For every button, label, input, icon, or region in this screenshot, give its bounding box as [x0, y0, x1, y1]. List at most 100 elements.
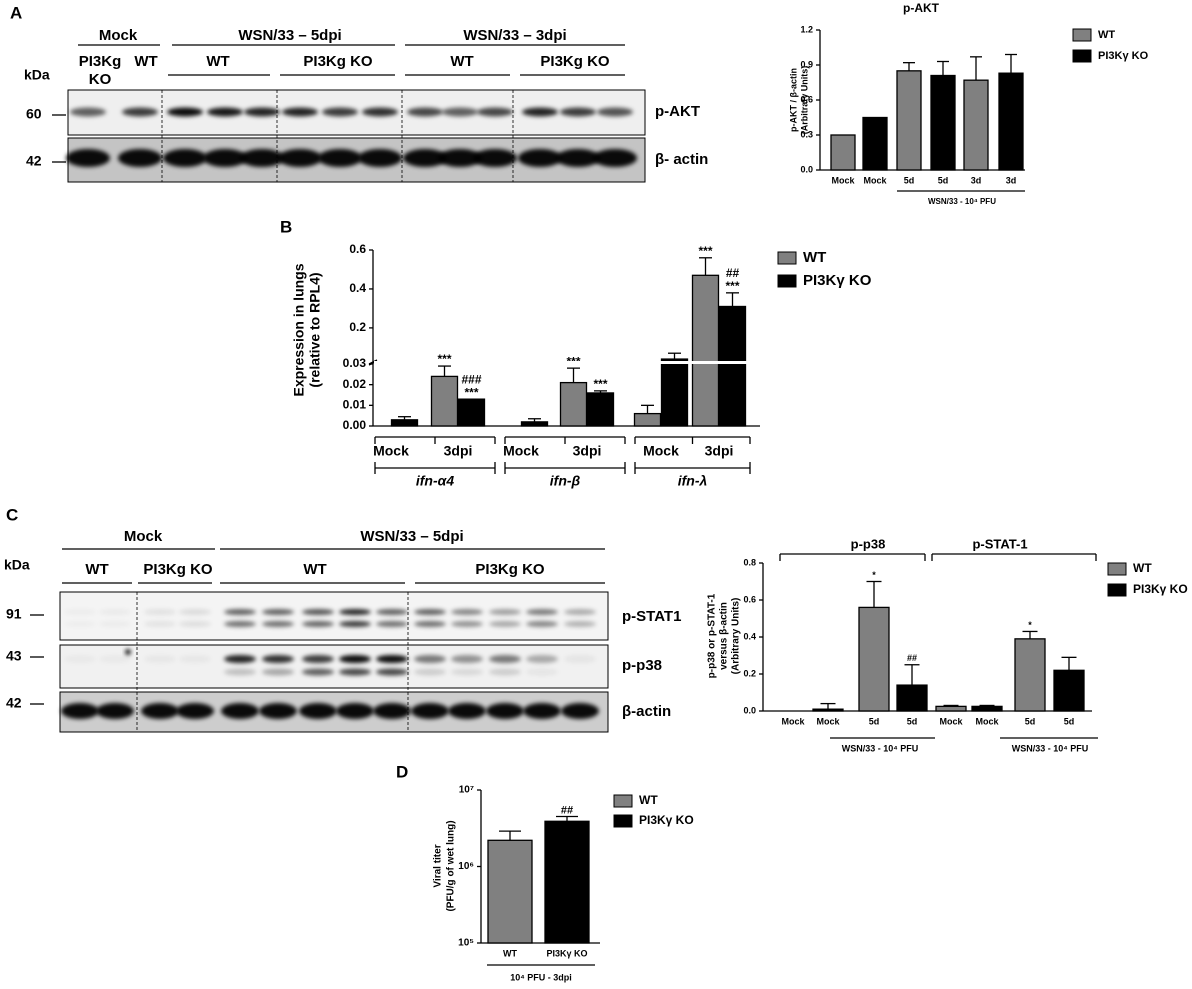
membrane — [59, 591, 609, 641]
band — [224, 609, 256, 615]
x-tick-label: Mock — [831, 175, 855, 185]
lane-header: PI3Kg KO — [303, 53, 373, 70]
bar — [1053, 669, 1085, 712]
bar — [971, 705, 1003, 712]
band — [489, 655, 521, 663]
band — [167, 107, 203, 117]
band — [451, 621, 483, 627]
band — [302, 609, 334, 615]
band — [61, 703, 99, 719]
x-tick-label: Mock — [781, 716, 805, 726]
bar — [390, 419, 419, 427]
legend-swatch — [777, 251, 797, 265]
band — [244, 107, 280, 117]
y-tick-label: 0.0 — [800, 164, 813, 174]
legend-label: PI3Kγ KO — [1133, 582, 1188, 596]
sub-label: WSN/33 - 10⁴ PFU — [1012, 743, 1088, 753]
bar — [718, 305, 747, 427]
band — [122, 107, 158, 117]
band — [522, 107, 558, 117]
band — [240, 149, 284, 167]
sub-label: 10⁴ PFU - 3dpi — [510, 972, 571, 982]
band — [278, 149, 322, 167]
legend-label: PI3Kγ KO — [803, 272, 872, 289]
y-tick-label: 0.6 — [349, 242, 366, 256]
band — [451, 609, 483, 615]
band — [282, 107, 318, 117]
lane-header: WT — [450, 53, 473, 70]
marker-unit: kDa — [24, 67, 50, 83]
y-tick-label: 0.6 — [800, 94, 813, 104]
bar — [633, 412, 662, 427]
band — [560, 107, 596, 117]
band — [373, 703, 411, 719]
band — [442, 107, 478, 117]
legend-swatch — [1072, 28, 1092, 42]
band — [489, 609, 521, 615]
bar — [862, 116, 888, 171]
band — [318, 149, 362, 167]
band — [99, 655, 131, 663]
legend-swatch — [613, 794, 633, 808]
y-tick-label: 0.8 — [743, 557, 756, 567]
band — [224, 621, 256, 627]
group-label: p-p38 — [851, 536, 886, 551]
marker: 60 — [26, 106, 42, 122]
x-tick-label: 3dpi — [444, 443, 473, 459]
y-tick-label: 0.4 — [743, 631, 756, 641]
bar — [935, 705, 967, 712]
group-header: WSN/33 – 5dpi — [238, 27, 341, 44]
band — [376, 609, 408, 615]
y-tick-label: 10⁷ — [459, 785, 474, 796]
x-tick-label: Mock — [863, 175, 887, 185]
lane-header: KO — [89, 71, 112, 88]
band — [70, 107, 106, 117]
band — [526, 609, 558, 615]
marker: 91 — [6, 606, 22, 622]
y-tick-label: 0.03 — [343, 356, 367, 370]
significance-label: ### — [461, 372, 481, 386]
y-axis-label: Expression in lungs — [291, 263, 307, 396]
band — [179, 621, 211, 627]
band — [526, 621, 558, 627]
band — [486, 703, 524, 719]
y-tick-label: 0.9 — [800, 59, 813, 69]
group-header: WSN/33 – 5dpi — [360, 528, 463, 545]
significance-label: * — [1028, 620, 1032, 630]
band — [414, 668, 446, 676]
lane-header: WT — [85, 561, 108, 578]
band — [339, 609, 371, 615]
band — [144, 669, 176, 676]
y-tick-label: 0.3 — [800, 129, 813, 139]
band — [203, 149, 247, 167]
band — [262, 668, 294, 676]
band — [336, 703, 374, 719]
x-tick-label: PI3Kγ KO — [546, 948, 587, 958]
band — [64, 669, 96, 676]
band — [118, 149, 162, 167]
band — [224, 668, 256, 676]
band — [473, 149, 517, 167]
bar — [586, 392, 615, 427]
significance-label: *** — [464, 385, 478, 399]
panel-label: B — [280, 217, 292, 236]
legend-swatch — [777, 274, 797, 288]
band — [144, 621, 176, 627]
band — [362, 107, 398, 117]
band — [451, 668, 483, 676]
y-tick-label: 10⁶ — [458, 861, 474, 872]
x-tick-label: Mock — [975, 716, 999, 726]
band — [414, 609, 446, 615]
legend-swatch — [1107, 562, 1127, 576]
band — [414, 655, 446, 663]
band — [564, 669, 596, 676]
y-axis-label: p-AKT / β-actin — [788, 68, 798, 132]
protein-label: β-actin — [622, 703, 671, 720]
band — [66, 149, 110, 167]
group-header: WSN/33 – 3dpi — [463, 27, 566, 44]
legend-label: WT — [803, 249, 826, 266]
x-tick-label: Mock — [939, 716, 963, 726]
x-tick-label: 5d — [1025, 716, 1036, 726]
band — [448, 703, 486, 719]
bar — [1014, 638, 1046, 712]
